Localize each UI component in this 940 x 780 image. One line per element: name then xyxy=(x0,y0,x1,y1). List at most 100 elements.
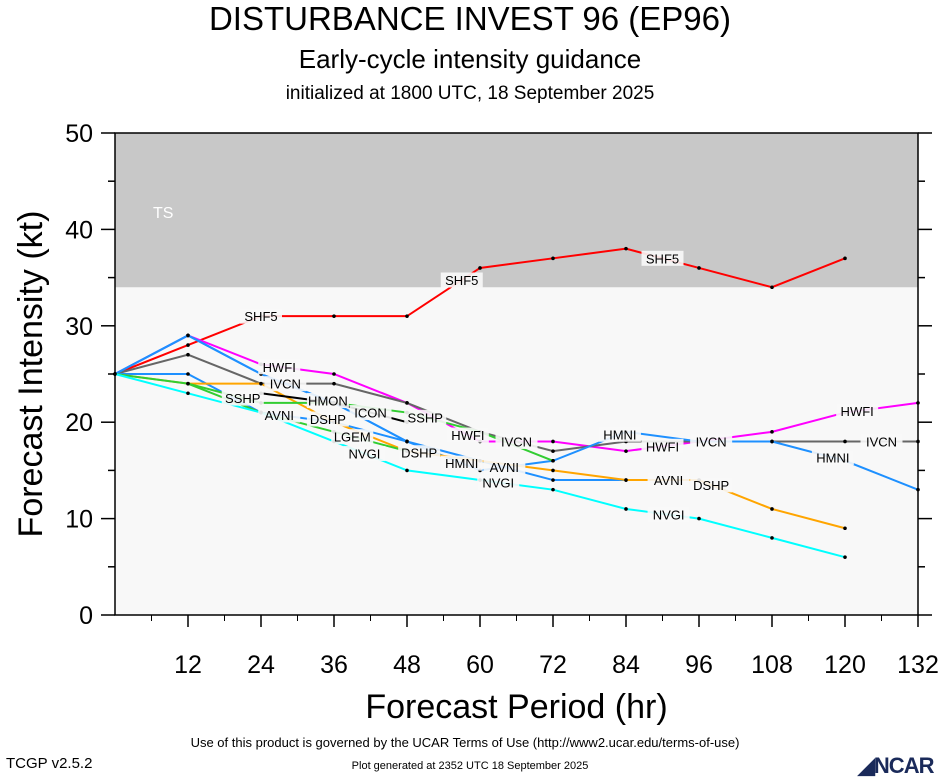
label-bg xyxy=(306,411,349,427)
series-label-text: HWFI xyxy=(841,404,874,419)
series-label-dshp: DSHP xyxy=(690,477,733,493)
x-tick-label: 24 xyxy=(247,651,275,679)
band-ts xyxy=(115,133,918,288)
data-point-dshp xyxy=(259,381,263,386)
series-label-text: HMNI xyxy=(445,456,478,471)
data-point-dshp xyxy=(770,507,774,511)
series-label-ivcn: IVCN xyxy=(690,433,733,449)
label-bg xyxy=(598,426,641,442)
data-point-nvgi xyxy=(697,516,701,521)
series-label-hwfi: HWFI xyxy=(641,438,684,454)
series-label-ivcn: IVCN xyxy=(264,376,307,392)
label-bg xyxy=(446,427,489,443)
data-point-shf5 xyxy=(697,266,701,270)
data-point-nvgi xyxy=(186,391,190,396)
x-tick-label: 84 xyxy=(612,651,640,679)
series-label-text: SSHP xyxy=(408,410,443,425)
label-bg xyxy=(483,459,526,475)
series-label-nvgi: NVGI xyxy=(477,474,520,490)
label-bg xyxy=(690,433,733,449)
y-tick-label: 40 xyxy=(65,216,93,244)
data-point-hmon xyxy=(186,333,190,338)
y-tick-label: 20 xyxy=(65,409,93,437)
series-label-text: DSHP xyxy=(401,446,437,461)
series-label-shf5: SHF5 xyxy=(440,272,483,288)
band-label: TS xyxy=(153,205,173,222)
series-label-text: SHF5 xyxy=(646,251,679,266)
series-label-hmon: HMON xyxy=(306,393,349,409)
data-point-hwfi xyxy=(624,449,628,453)
series-label-sshp: SSHP xyxy=(404,409,447,425)
data-point-hwfi xyxy=(916,401,920,405)
label-bg xyxy=(306,393,349,409)
data-point-avni xyxy=(551,478,555,482)
series-label-text: HMNI xyxy=(603,427,636,442)
data-point-ivcn xyxy=(843,439,847,444)
version-label: TCGP v2.5.2 xyxy=(6,755,93,772)
ncar-logo: ◢NCAR xyxy=(858,753,934,778)
series-label-hmni: HMNI xyxy=(598,426,641,442)
data-point-hwfi xyxy=(551,439,555,444)
data-point-shf5 xyxy=(405,314,409,318)
series-label-text: DSHP xyxy=(310,412,346,427)
series-label-text: NVGI xyxy=(349,447,381,462)
data-point-shf5 xyxy=(551,256,555,261)
data-point-ivcn xyxy=(186,352,190,357)
series-label-text: HMNI xyxy=(816,451,849,466)
data-point-hmni xyxy=(916,487,920,492)
x-tick-label: 108 xyxy=(751,651,793,679)
data-point-hwfi xyxy=(770,430,774,434)
data-point-nvgi xyxy=(624,507,628,511)
chart-subtitle: Early-cycle intensity guidance xyxy=(298,44,642,74)
data-point-shf5 xyxy=(478,266,482,270)
series-label-hwfi: HWFI xyxy=(446,427,489,443)
series-label-text: HWFI xyxy=(646,439,679,454)
series-label-dshp: DSHP xyxy=(398,445,441,461)
data-point-nvgi xyxy=(770,536,774,540)
label-bg xyxy=(221,390,264,406)
series-label-lgem: LGEM xyxy=(331,429,374,445)
label-bg xyxy=(343,446,386,462)
y-tick-label: 0 xyxy=(79,602,93,630)
data-point-dshp xyxy=(843,526,847,531)
x-tick-label: 132 xyxy=(897,651,939,679)
data-point-dshp xyxy=(624,478,628,482)
data-point-ivcn xyxy=(332,381,336,386)
label-bg xyxy=(440,455,483,471)
label-bg xyxy=(811,450,854,466)
series-label-text: IVCN xyxy=(270,377,301,392)
label-bg xyxy=(398,445,441,461)
x-tick-label: 72 xyxy=(539,651,567,679)
data-point-avni xyxy=(186,372,190,376)
x-axis-label: Forecast Period (hr) xyxy=(365,688,667,726)
series-label-text: HWFI xyxy=(451,428,484,443)
label-bg xyxy=(264,376,307,392)
chart-title: DISTURBANCE INVEST 96 (EP96) xyxy=(208,0,732,37)
label-bg xyxy=(690,477,733,493)
data-point-shf5 xyxy=(624,246,628,251)
label-bg xyxy=(647,472,690,488)
series-label-dshp: DSHP xyxy=(306,411,349,427)
x-tick-label: 120 xyxy=(824,651,866,679)
data-point-shf5 xyxy=(843,256,847,261)
data-point-avni xyxy=(405,439,409,444)
series-label-text: AVNI xyxy=(490,460,519,475)
label-bg xyxy=(477,474,520,490)
series-label-avni: AVNI xyxy=(483,459,526,475)
series-label-text: LGEM xyxy=(334,430,371,445)
data-point-sshp xyxy=(551,458,555,463)
data-point-nvgi xyxy=(113,372,117,376)
series-label-text: SHF5 xyxy=(445,273,478,288)
label-bg xyxy=(641,438,684,454)
series-label-ivcn: IVCN xyxy=(860,433,903,449)
y-tick-label: 50 xyxy=(65,120,93,148)
label-bg xyxy=(836,403,879,419)
terms-of-use: Use of this product is governed by the U… xyxy=(190,735,740,750)
data-point-ivcn xyxy=(916,439,920,444)
x-tick-label: 48 xyxy=(393,651,421,679)
label-bg xyxy=(440,272,483,288)
data-point-dshp xyxy=(551,468,555,473)
series-label-text: IVCN xyxy=(501,434,532,449)
series-label-hwfi: HWFI xyxy=(258,359,301,375)
